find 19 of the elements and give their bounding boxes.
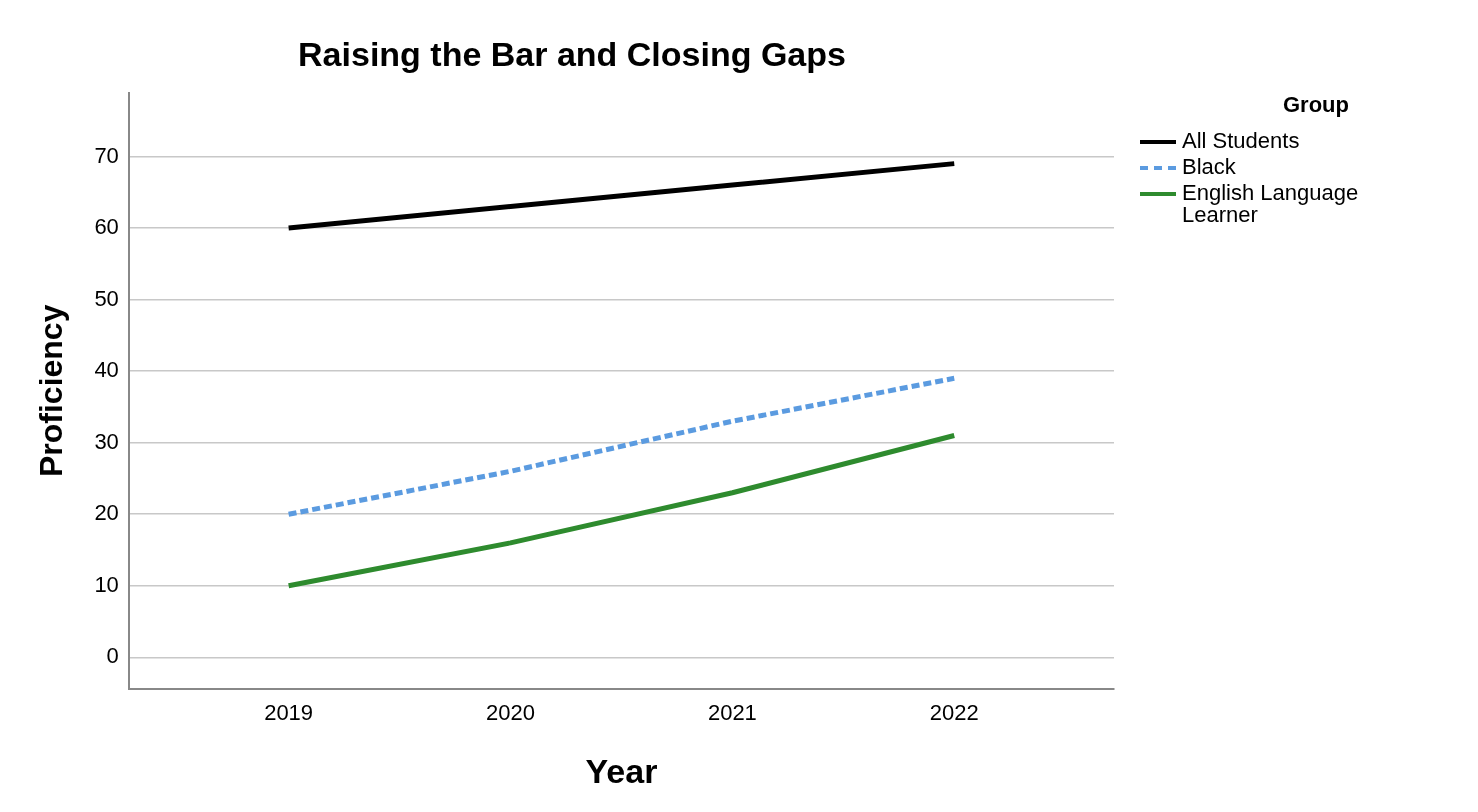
y-tick-label: 40 [94, 357, 119, 383]
y-tick-label: 20 [94, 500, 119, 526]
y-tick-label: 30 [94, 428, 119, 454]
y-tick-label: 70 [94, 142, 119, 168]
x-tick-label: 2019 [264, 700, 314, 726]
y-tick-label: 10 [94, 571, 119, 597]
chart-title: Raising the Bar and Closing Gaps [298, 34, 846, 73]
x-tick-label: 2022 [929, 700, 979, 726]
y-tick-label: 0 [106, 643, 119, 669]
legend-label: Black [1182, 154, 1237, 179]
y-tick-label: 60 [94, 214, 119, 240]
x-tick-label: 2021 [707, 700, 757, 726]
y-axis-title: Proficiency [33, 304, 70, 478]
legend-label: All Students [1182, 128, 1301, 153]
legend-label: English Language Learner [1182, 180, 1360, 227]
x-axis-title: Year [585, 751, 658, 790]
y-tick-label: 50 [94, 285, 119, 311]
legend-title: Group [1283, 92, 1350, 118]
x-tick-label: 2020 [486, 700, 535, 726]
